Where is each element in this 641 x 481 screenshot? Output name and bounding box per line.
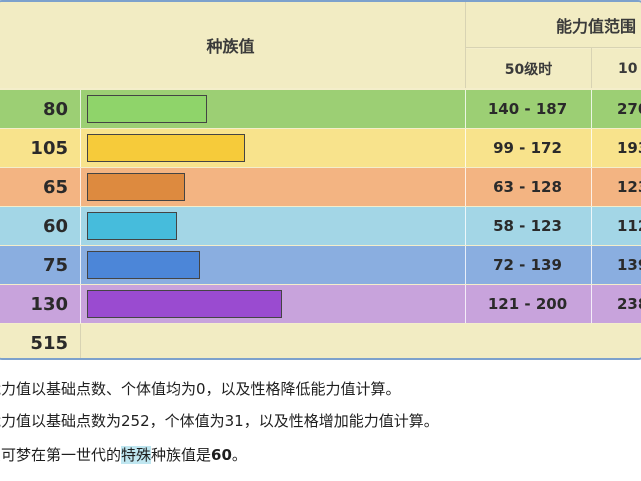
level100-range: 193 bbox=[617, 139, 641, 157]
stat-row: 75 72 - 139 139 bbox=[0, 246, 641, 284]
total-row: 515 bbox=[0, 324, 641, 358]
stat-bar-cell bbox=[80, 246, 464, 284]
note-line-3-pre: 宝可梦在第一世代的 bbox=[0, 446, 122, 464]
row-divider bbox=[80, 129, 81, 167]
level50-range: 58 - 123 bbox=[493, 217, 562, 235]
level50-range: 63 - 128 bbox=[493, 178, 562, 196]
note-line-3-mid: 种族值是 bbox=[151, 446, 212, 464]
row-divider bbox=[80, 90, 81, 128]
level100-header: 10 bbox=[592, 49, 641, 88]
stat-bar bbox=[87, 212, 177, 240]
note-highlight-special: 特殊 bbox=[121, 446, 152, 464]
note-line-1-text: 能力值以基础点数、个体值均为0，以及性格降低能力值计算。 bbox=[0, 380, 401, 398]
stat-bar-cell bbox=[80, 168, 464, 206]
level50-header: 50级时 bbox=[466, 49, 591, 88]
header-divider bbox=[466, 47, 641, 48]
row-divider bbox=[465, 285, 466, 323]
base-stat-value: 130 bbox=[30, 293, 68, 315]
level50-range: 99 - 172 bbox=[493, 139, 562, 157]
base-stat-value: 105 bbox=[30, 137, 68, 159]
range-header: 能力值范围 bbox=[466, 2, 641, 47]
row-divider bbox=[465, 129, 466, 167]
row-divider bbox=[465, 207, 466, 245]
base-stat-header: 种族值 bbox=[0, 2, 465, 88]
level100-range: 270 bbox=[617, 100, 641, 118]
stat-row: 130 121 - 200 238 bbox=[0, 285, 641, 323]
base-stat-value: 65 bbox=[42, 176, 68, 198]
row-divider bbox=[80, 324, 81, 358]
stat-bar bbox=[87, 251, 200, 279]
level50-range: 72 - 139 bbox=[493, 256, 562, 274]
note-line-3: 宝可梦在第一世代的特殊种族值是60。 bbox=[0, 444, 247, 465]
row-divider bbox=[80, 285, 81, 323]
row-divider bbox=[591, 168, 592, 206]
row-divider bbox=[80, 246, 81, 284]
stat-row: 105 99 - 172 193 bbox=[0, 129, 641, 167]
level50-header-label: 50级时 bbox=[504, 61, 553, 78]
note-line-2-text: 能力值以基础点数为252，个体值为31，以及性格增加能力值计算。 bbox=[0, 412, 439, 430]
row-divider bbox=[591, 90, 592, 128]
level100-range: 112 bbox=[617, 217, 641, 235]
stat-bar bbox=[87, 173, 185, 201]
level100-header-label: 10 bbox=[618, 60, 638, 77]
note-line-3-value: 60 bbox=[211, 446, 232, 464]
level50-range: 121 - 200 bbox=[487, 295, 568, 313]
stat-bar-cell bbox=[80, 90, 464, 128]
row-divider bbox=[591, 285, 592, 323]
header-divider bbox=[465, 2, 466, 88]
stat-bar-cell bbox=[80, 207, 464, 245]
note-line-1: 能力值以基础点数、个体值均为0，以及性格降低能力值计算。 bbox=[0, 378, 401, 399]
level100-range: 238 bbox=[617, 295, 641, 313]
row-divider bbox=[465, 246, 466, 284]
range-header-label: 能力值范围 bbox=[556, 16, 637, 36]
stat-table: 种族值 能力值范围 50级时 10 80 140 - 187 270 105 99 - … bbox=[0, 0, 641, 360]
row-divider bbox=[80, 207, 81, 245]
base-stat-value: 80 bbox=[42, 98, 68, 120]
note-line-3-end: 。 bbox=[231, 446, 247, 464]
level50-range: 140 - 187 bbox=[487, 100, 568, 118]
note-line-2: 能力值以基础点数为252，个体值为31，以及性格增加能力值计算。 bbox=[0, 410, 439, 431]
stat-row: 65 63 - 128 123 bbox=[0, 168, 641, 206]
stat-bar bbox=[87, 95, 207, 123]
stat-row: 60 58 - 123 112 bbox=[0, 207, 641, 245]
stat-bar-cell bbox=[80, 285, 464, 323]
header-divider bbox=[591, 48, 592, 88]
stat-bar bbox=[87, 290, 282, 318]
level100-range: 123 bbox=[617, 178, 641, 196]
row-divider bbox=[465, 90, 466, 128]
stat-row: 80 140 - 187 270 bbox=[0, 90, 641, 128]
row-divider bbox=[465, 168, 466, 206]
row-divider bbox=[591, 129, 592, 167]
base-stat-value: 60 bbox=[42, 215, 68, 237]
row-divider bbox=[80, 168, 81, 206]
stat-bar bbox=[87, 134, 245, 162]
stat-bar-cell bbox=[80, 129, 464, 167]
level100-range: 139 bbox=[617, 256, 641, 274]
base-stat-header-label: 种族值 bbox=[206, 37, 255, 56]
total-value: 515 bbox=[30, 332, 68, 354]
row-divider bbox=[591, 246, 592, 284]
row-divider bbox=[591, 207, 592, 245]
base-stat-value: 75 bbox=[42, 254, 68, 276]
